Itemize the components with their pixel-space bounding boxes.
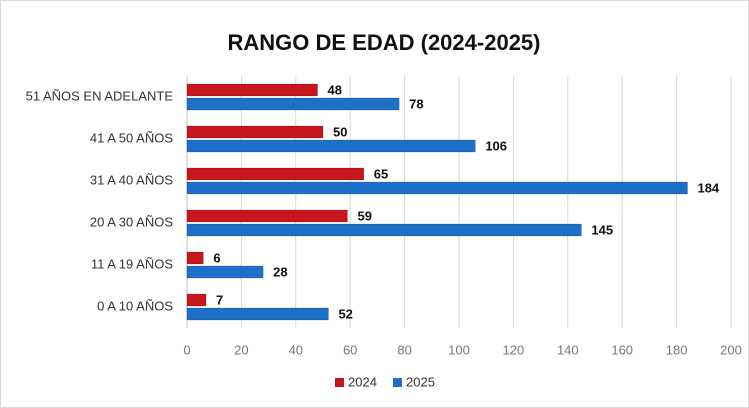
legend-label: 2024 [348, 374, 377, 389]
y-tick-label: 0 A 10 AÑOS [97, 298, 173, 313]
x-tick-label: 160 [611, 342, 633, 357]
value-label: 145 [591, 222, 613, 237]
bar [186, 167, 365, 181]
bar [186, 307, 329, 321]
value-label: 59 [357, 208, 371, 223]
bar [186, 209, 348, 223]
value-label: 184 [697, 180, 719, 195]
value-label: 106 [485, 138, 507, 153]
y-tick-label: 20 A 30 AÑOS [90, 214, 173, 229]
bar [186, 139, 476, 153]
bar [186, 83, 318, 97]
value-label: 28 [273, 264, 287, 279]
value-label: 78 [409, 96, 423, 111]
value-label: 65 [374, 166, 388, 181]
value-label: 50 [333, 124, 347, 139]
y-tick-label: 31 A 40 AÑOS [90, 172, 173, 187]
x-tick-label: 0 [183, 342, 190, 357]
bar [186, 181, 688, 195]
y-tick-label: 51 AÑOS EN ADELANTE [26, 88, 174, 103]
x-tick-label: 140 [557, 342, 579, 357]
bar [186, 125, 324, 139]
legend-swatch [335, 378, 344, 387]
x-tick-label: 180 [666, 342, 688, 357]
x-tick-label: 20 [234, 342, 248, 357]
legend-label: 2025 [406, 374, 435, 389]
x-tick-label: 100 [448, 342, 470, 357]
value-label: 52 [338, 306, 352, 321]
x-tick-label: 120 [503, 342, 525, 357]
bar [186, 223, 582, 237]
legend-swatch [393, 378, 402, 387]
x-tick-label: 40 [289, 342, 303, 357]
value-label: 7 [216, 292, 223, 307]
bar [186, 265, 264, 279]
bar [186, 293, 207, 307]
value-label: 48 [328, 82, 342, 97]
x-tick-label: 80 [397, 342, 411, 357]
chart-title: RANGO DE EDAD (2024-2025) [228, 30, 541, 55]
bar [186, 251, 204, 265]
x-tick-label: 200 [720, 342, 742, 357]
y-tick-label: 11 A 19 AÑOS [91, 256, 173, 271]
x-tick-label: 60 [343, 342, 357, 357]
value-label: 6 [213, 250, 220, 265]
bar [186, 97, 400, 111]
y-tick-label: 41 A 50 AÑOS [90, 130, 173, 145]
